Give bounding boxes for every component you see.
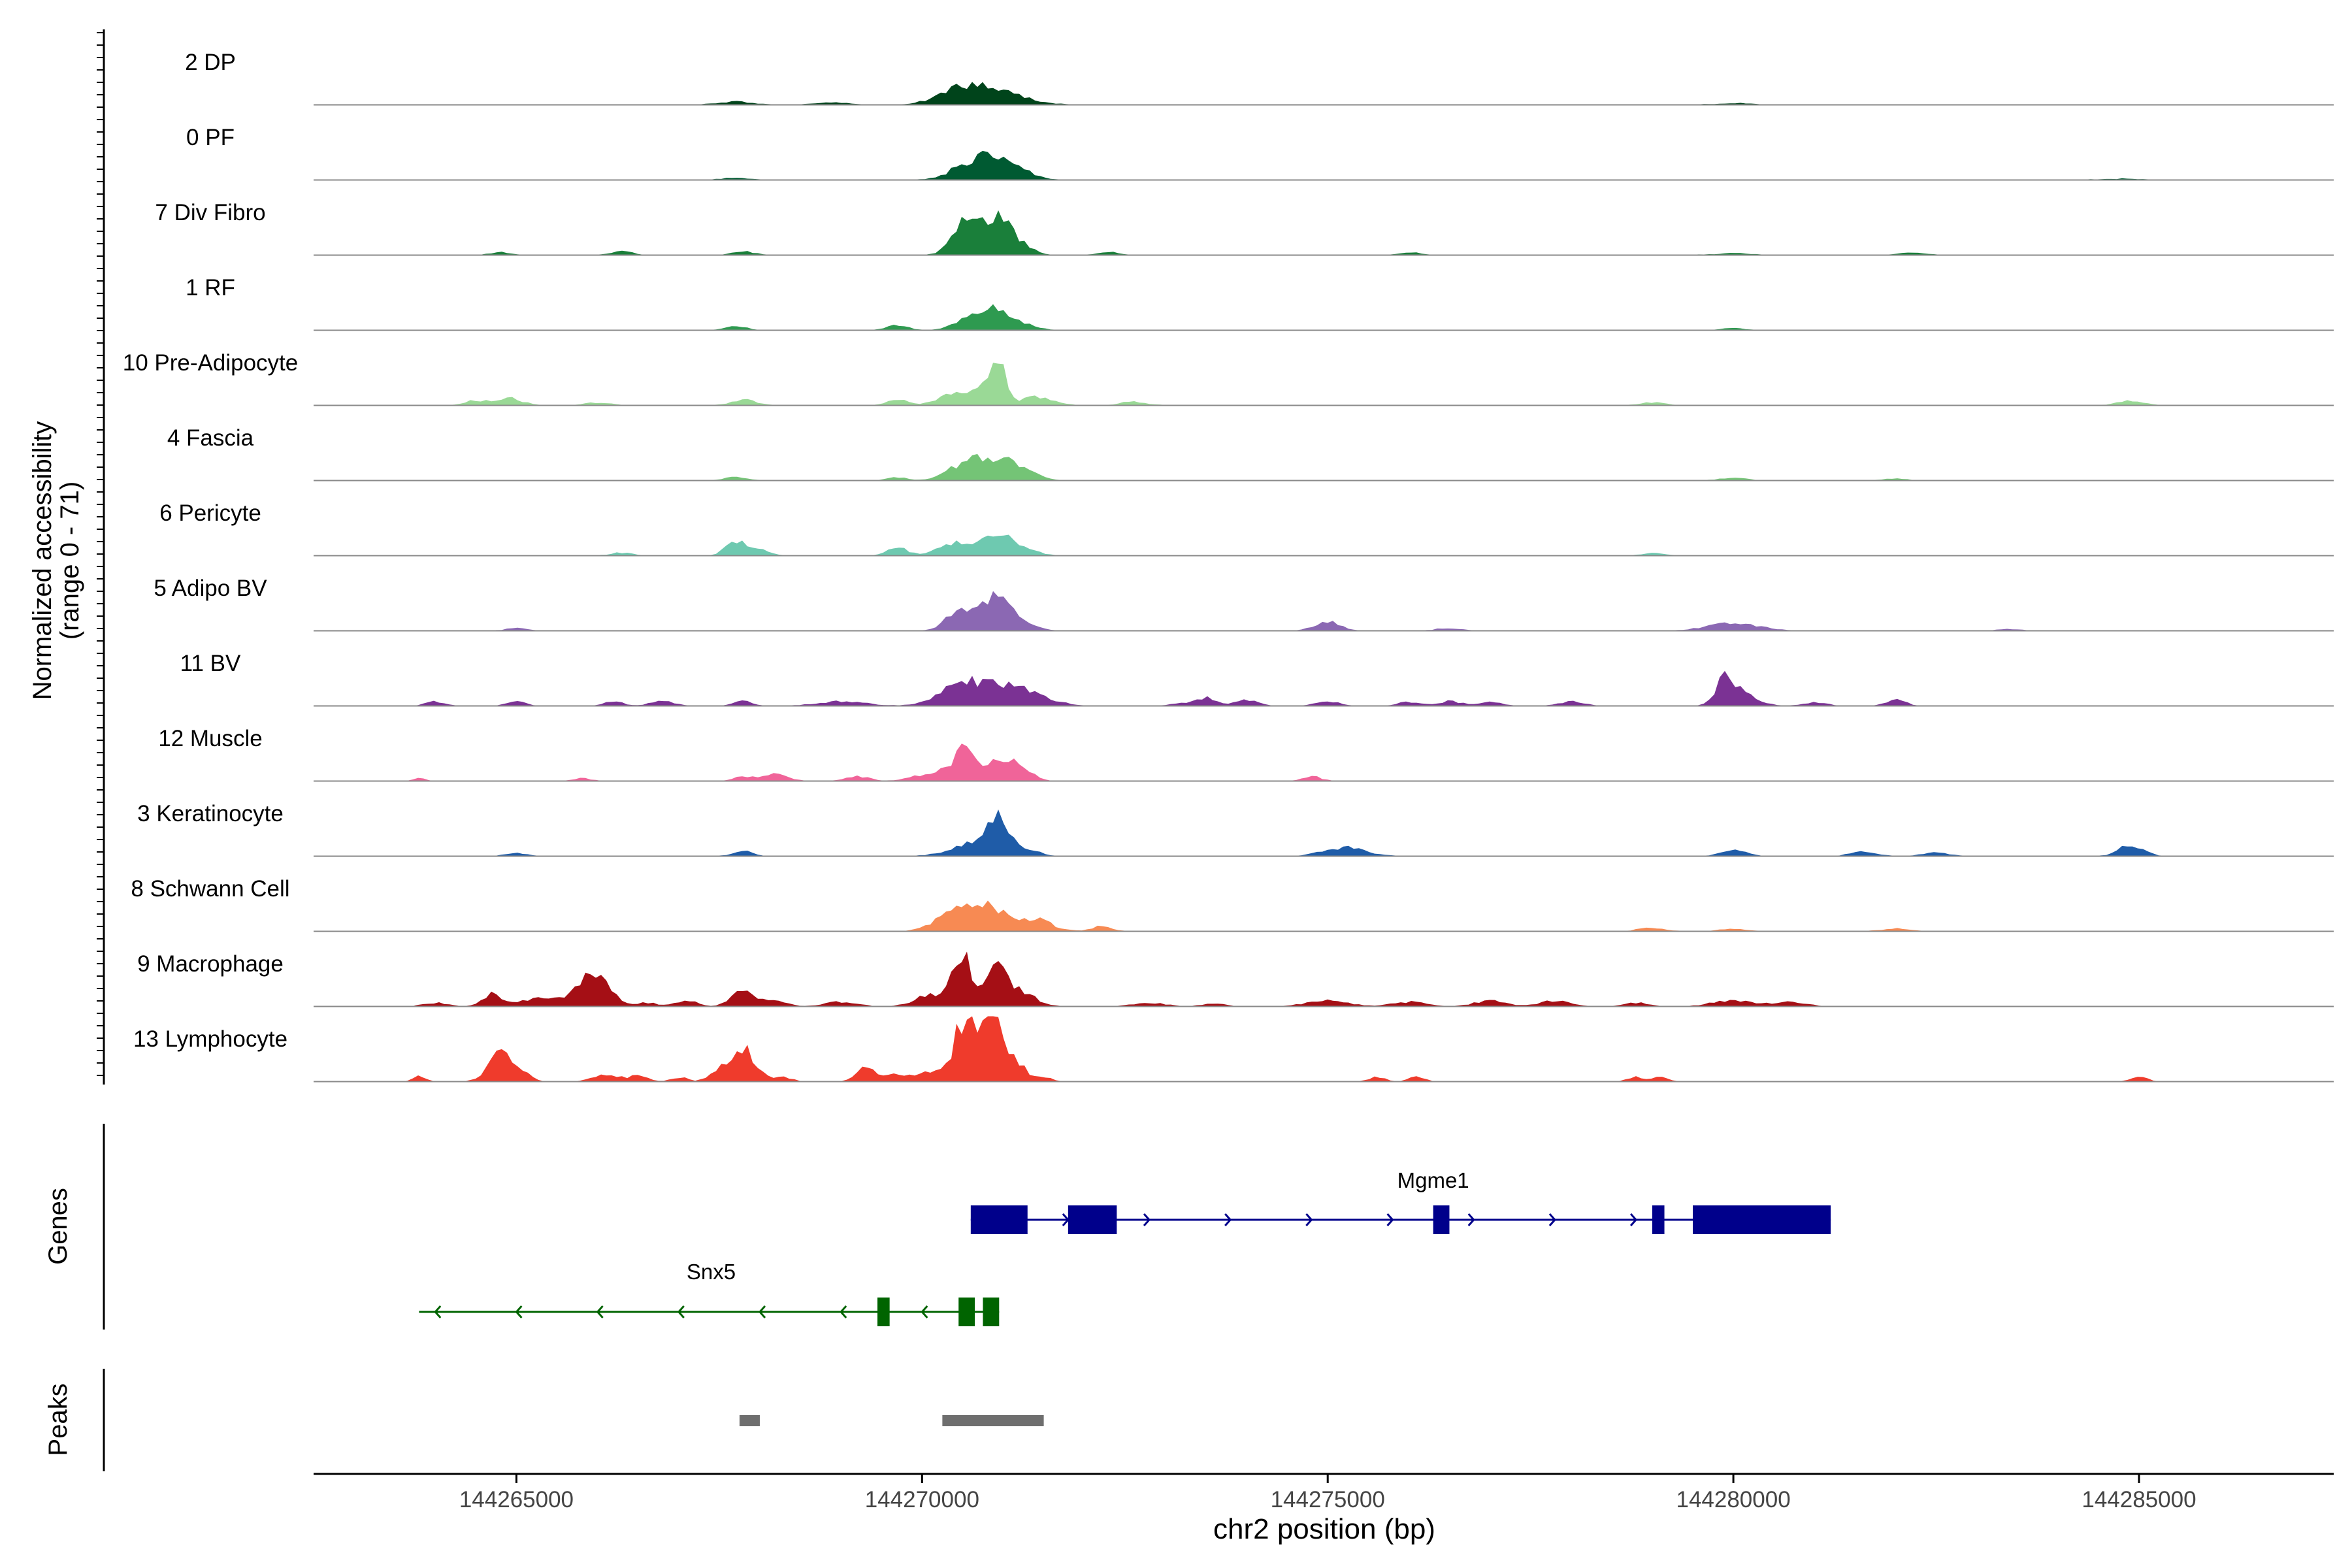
track-label: 7 Div Fibro	[155, 200, 265, 225]
x-tick-label: 144280000	[1676, 1487, 1790, 1512]
track-label: 2 DP	[185, 50, 236, 75]
coverage-area	[314, 82, 2334, 105]
strand-arrow	[758, 1305, 766, 1318]
peak-ranges	[739, 1415, 1044, 1426]
coverage-area	[314, 670, 2334, 706]
track: 3 Keratinocyte	[137, 801, 2334, 857]
strand-arrow	[434, 1305, 442, 1318]
track: 4 Fascia	[167, 425, 2334, 482]
strand-arrow	[677, 1305, 685, 1318]
strand-arrow	[1386, 1213, 1394, 1226]
peaks-panel-label: Peaks	[44, 1383, 73, 1456]
coverage-area	[314, 809, 2334, 857]
gene-name: Snx5	[687, 1260, 736, 1284]
x-tick-label: 144270000	[865, 1487, 979, 1512]
gene-exon	[1433, 1205, 1450, 1234]
track-label: 3 Keratinocyte	[137, 801, 284, 826]
track-label: 13 Lymphocyte	[133, 1026, 287, 1052]
gene-exon	[983, 1298, 1000, 1326]
track: 9 Macrophage	[137, 951, 2334, 1007]
strand-arrow	[1305, 1213, 1313, 1226]
strand-arrow	[840, 1305, 847, 1318]
coverage-area	[314, 591, 2334, 631]
peak-range	[739, 1415, 760, 1426]
strand-arrow	[1143, 1213, 1151, 1226]
y-axis-title-line2: (range 0 - 71)	[56, 482, 84, 640]
strand-arrow	[596, 1305, 604, 1318]
strand-arrow	[1629, 1213, 1638, 1226]
coverage-area	[314, 304, 2334, 331]
track: 6 Pericyte	[159, 500, 2334, 557]
track: 12 Muscle	[158, 726, 2334, 782]
track: 0 PF	[186, 125, 2334, 181]
gene-exon	[1693, 1205, 1831, 1234]
track: 5 Adipo BV	[154, 576, 2334, 632]
track: 11 BV	[180, 651, 2334, 707]
coverage-area	[314, 453, 2334, 481]
coverage-area	[314, 534, 2334, 556]
gene-exon	[877, 1298, 890, 1326]
x-axis-title: chr2 position (bp)	[1213, 1513, 1435, 1545]
strand-arrow	[921, 1305, 928, 1318]
track: 8 Schwann Cell	[131, 876, 2334, 932]
strand-arrow	[515, 1305, 523, 1318]
track-label: 0 PF	[186, 125, 235, 150]
genes-panel-label: Genes	[44, 1188, 73, 1265]
coverage-y-ticks	[97, 32, 104, 1076]
y-axis-title-line1: Normalized accessibility	[28, 421, 57, 700]
track-label: 8 Schwann Cell	[131, 876, 289, 902]
gene-exon	[958, 1298, 975, 1326]
track-label: 5 Adipo BV	[154, 576, 267, 601]
track-label: 4 Fascia	[167, 425, 254, 451]
gene-exon	[1652, 1205, 1665, 1234]
strand-arrow	[1548, 1213, 1556, 1226]
coverage-area	[314, 150, 2334, 180]
x-axis: 144265000 144270000 144275000 144280000 1442…	[459, 1474, 2197, 1512]
coverage-area	[314, 900, 2334, 932]
peak-range	[942, 1415, 1044, 1426]
coverage-tracks: 2 DP 0 PF 7 Div Fibro 1 RF 10 Pre-Adipocyte 4…	[123, 50, 2334, 1083]
x-tick-label: 144285000	[2082, 1487, 2196, 1512]
strand-arrow	[1062, 1213, 1070, 1226]
strand-arrow	[1467, 1213, 1475, 1226]
coverage-area	[314, 951, 2334, 1007]
track-label: 6 Pericyte	[159, 500, 261, 526]
gene-exon	[970, 1205, 1028, 1234]
track-label: 1 RF	[186, 275, 235, 301]
track-label: 10 Pre-Adipocyte	[123, 350, 298, 376]
track: 1 RF	[186, 275, 2334, 331]
x-tick-label: 144275000	[1271, 1487, 1385, 1512]
coverage-area	[314, 1016, 2334, 1082]
gene-name: Mgme1	[1397, 1168, 1469, 1192]
coverage-area	[314, 363, 2334, 406]
gene-model: Mgme1	[970, 1168, 1831, 1234]
track: 10 Pre-Adipocyte	[123, 350, 2334, 406]
track: 7 Div Fibro	[155, 200, 2334, 256]
track-label: 11 BV	[180, 651, 241, 676]
coverage-area	[314, 743, 2334, 781]
track-label: 12 Muscle	[158, 726, 263, 751]
gene-exon	[1068, 1205, 1117, 1234]
track: 2 DP	[185, 50, 2334, 106]
track: 13 Lymphocyte	[133, 1016, 2334, 1083]
strand-arrow	[1224, 1213, 1232, 1226]
gene-model: Snx5	[419, 1260, 1000, 1326]
track-label: 9 Macrophage	[137, 951, 284, 977]
x-tick-label: 144265000	[459, 1487, 574, 1512]
gene-models: Mgme1 Snx5	[419, 1168, 1831, 1326]
coverage-area	[314, 210, 2334, 255]
